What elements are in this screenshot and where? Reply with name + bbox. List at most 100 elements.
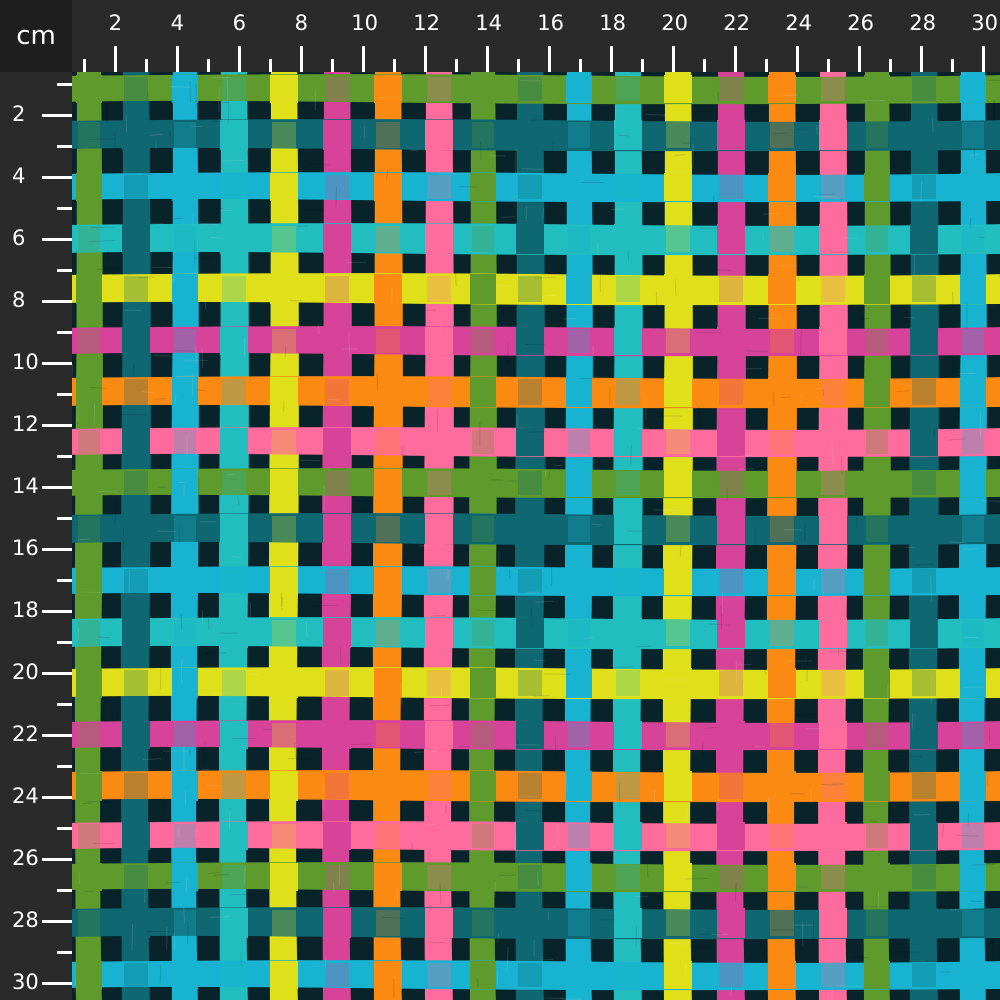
weave-crossing: [960, 567, 986, 595]
weave-crossing: [768, 771, 796, 801]
weave-blend: [325, 670, 349, 696]
texture-stroke: [537, 872, 539, 887]
ruler-minor-tick: [331, 59, 334, 72]
texture-stroke: [76, 538, 90, 541]
weave-blend: [666, 122, 690, 148]
texture-stroke: [220, 209, 233, 212]
weave-crossing: [270, 469, 298, 497]
weave-crossing: [614, 120, 642, 150]
weave-blend: [376, 620, 400, 646]
weave-blend: [821, 670, 845, 696]
texture-stroke: [207, 611, 210, 630]
weave-blend: [719, 77, 743, 101]
texture-stroke: [942, 824, 944, 837]
weave-crossing: [470, 469, 496, 497]
texture-stroke: [611, 208, 624, 211]
weave-crossing: [374, 668, 402, 698]
ruler-major-tick: [42, 982, 72, 985]
weave-crossing: [122, 224, 150, 254]
weave-blend: [472, 430, 494, 454]
texture-stroke: [646, 113, 666, 116]
weave-blend: [518, 670, 542, 696]
weave-blend: [124, 379, 148, 405]
weave-blend: [325, 77, 349, 101]
weave-crossing: [717, 428, 745, 456]
ruler-minor-tick: [83, 59, 86, 72]
ruler-major-tick: [42, 548, 72, 551]
weave-crossing: [122, 822, 150, 850]
weave-crossing: [470, 961, 496, 989]
texture-stroke: [78, 871, 81, 884]
weave-blend: [666, 910, 690, 936]
texture-stroke: [382, 916, 404, 919]
weave-crossing: [516, 908, 544, 938]
texture-stroke: [386, 169, 388, 181]
brush-texture: [72, 72, 1000, 1000]
texture-stroke: [609, 666, 635, 669]
weave-crossing: [172, 771, 198, 801]
texture-stroke: [896, 390, 909, 393]
weave-blend: [770, 226, 794, 252]
ruler-minor-tick: [703, 59, 706, 72]
weave-crossing: [470, 668, 496, 698]
texture-stroke: [860, 99, 886, 102]
ruler-label: 22: [12, 722, 39, 746]
texture-stroke: [962, 548, 978, 550]
texture-stroke: [709, 623, 732, 626]
ruler-minor-tick: [57, 393, 72, 396]
plaid-pattern: [72, 72, 1000, 1000]
weave-crossing: [220, 514, 248, 544]
weave-crossing: [819, 721, 847, 749]
weave-blend: [222, 670, 246, 696]
weave-crossing: [122, 120, 150, 150]
weave-blend: [962, 910, 984, 936]
texture-stroke: [141, 391, 155, 393]
weave-blend: [912, 670, 936, 696]
texture-stroke: [232, 556, 241, 558]
texture-stroke: [791, 254, 817, 256]
weave-blend: [821, 276, 845, 302]
weave-crossing: [220, 721, 248, 749]
weave-blend: [616, 77, 640, 101]
weave-blend: [962, 329, 984, 353]
ruler-minor-tick: [269, 59, 272, 72]
texture-stroke: [768, 798, 770, 815]
texture-stroke: [584, 637, 594, 639]
weave-blend: [427, 276, 451, 302]
weave-blend: [427, 379, 451, 405]
weave-blend: [325, 379, 349, 405]
weave-blend: [821, 471, 845, 495]
texture-stroke: [223, 159, 246, 162]
ruler-label: 20: [12, 660, 39, 684]
texture-stroke: [212, 101, 229, 104]
texture-stroke: [970, 153, 980, 156]
weave-blend: [821, 865, 845, 889]
weave-blend: [124, 773, 148, 799]
weave-blend: [821, 77, 845, 101]
ruler-minor-tick: [57, 641, 72, 644]
weave-blend: [427, 865, 451, 889]
texture-stroke: [497, 933, 500, 943]
weave-crossing: [76, 173, 102, 201]
weave-blend: [272, 910, 296, 936]
ruler-minor-tick: [57, 455, 72, 458]
weave-crossing: [323, 908, 351, 938]
ruler-minor-tick: [57, 331, 72, 334]
weave-crossing: [516, 618, 544, 648]
weave-crossing: [425, 721, 453, 749]
weave-blend: [325, 276, 349, 302]
texture-stroke: [411, 842, 414, 853]
texture-stroke: [679, 543, 682, 557]
texture-stroke: [208, 871, 221, 874]
texture-stroke: [800, 392, 803, 403]
weave-crossing: [323, 120, 351, 150]
ruler-minor-tick: [57, 889, 72, 892]
texture-stroke: [90, 386, 108, 389]
texture-stroke: [859, 317, 871, 320]
weave-blend: [568, 723, 590, 747]
weave-crossing: [819, 908, 847, 938]
texture-stroke: [82, 802, 93, 805]
weave-crossing: [270, 771, 298, 801]
weave-crossing: [122, 908, 150, 938]
